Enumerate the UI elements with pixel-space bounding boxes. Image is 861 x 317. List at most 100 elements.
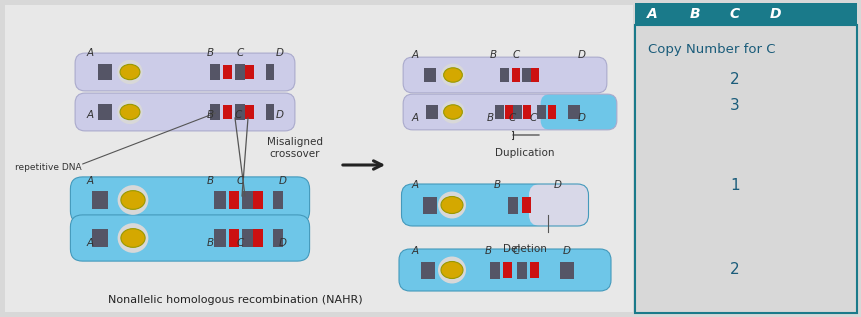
Ellipse shape (441, 197, 462, 214)
Bar (517, 262, 526, 279)
Text: Misaligned
crossover: Misaligned crossover (267, 137, 323, 159)
Ellipse shape (441, 262, 462, 279)
Bar (425, 105, 437, 119)
Bar (92, 191, 108, 209)
Text: D: D (578, 113, 585, 123)
Text: repetitive DNA: repetitive DNA (15, 164, 82, 172)
Text: 3: 3 (729, 98, 739, 113)
Bar (229, 229, 238, 247)
Text: Deletion: Deletion (503, 244, 546, 254)
Text: B: B (486, 113, 493, 123)
Text: D: D (578, 50, 585, 60)
Text: A: A (86, 238, 94, 248)
Bar (505, 105, 512, 119)
Bar (424, 68, 436, 82)
Bar (229, 191, 238, 209)
Text: A: A (411, 50, 418, 60)
Text: D: D (554, 180, 561, 190)
Text: 2: 2 (729, 262, 739, 277)
Text: B: B (206, 176, 214, 186)
Bar (98, 104, 112, 120)
Text: A: A (86, 110, 94, 120)
Text: B: B (206, 48, 214, 58)
Text: A: A (411, 246, 418, 256)
Text: Nonallelic homologous recombination (NAHR): Nonallelic homologous recombination (NAH… (108, 295, 362, 305)
Text: C: C (511, 246, 519, 256)
Bar (235, 64, 245, 80)
Bar (522, 68, 531, 82)
Bar (513, 105, 522, 119)
Bar (511, 68, 519, 82)
Text: D: D (276, 48, 283, 58)
Text: A: A (411, 113, 418, 123)
Bar (245, 65, 254, 79)
FancyBboxPatch shape (403, 57, 606, 93)
FancyBboxPatch shape (75, 93, 294, 131)
Text: B: B (489, 50, 496, 60)
Bar (92, 229, 108, 247)
FancyBboxPatch shape (540, 94, 616, 130)
Ellipse shape (120, 104, 139, 120)
Bar (560, 262, 573, 279)
Text: B: B (206, 110, 214, 120)
Text: 2: 2 (729, 73, 739, 87)
Bar (253, 191, 263, 209)
Bar (235, 104, 245, 120)
Bar (242, 229, 254, 247)
Text: C: C (508, 113, 515, 123)
Ellipse shape (121, 191, 145, 209)
Bar (210, 64, 220, 80)
Text: A: A (646, 7, 657, 21)
Bar (253, 229, 263, 247)
Bar (273, 191, 282, 209)
Bar (635, 25, 856, 313)
Text: C: C (529, 113, 536, 123)
Bar (503, 262, 512, 278)
Bar (537, 105, 546, 119)
Bar (273, 229, 282, 247)
Bar (489, 262, 499, 279)
FancyBboxPatch shape (399, 249, 610, 291)
Text: D: D (279, 238, 287, 248)
Bar (530, 262, 539, 278)
Text: Duplication: Duplication (495, 148, 554, 158)
Bar (420, 262, 435, 279)
Text: D: D (276, 110, 283, 120)
Ellipse shape (437, 191, 466, 218)
Text: A: A (411, 180, 418, 190)
Bar (242, 191, 254, 209)
Ellipse shape (121, 229, 145, 247)
Ellipse shape (443, 68, 461, 82)
Text: D: D (562, 246, 570, 256)
Text: A: A (86, 48, 94, 58)
Ellipse shape (120, 64, 139, 80)
Text: B: B (206, 238, 214, 248)
Bar (223, 65, 232, 79)
FancyBboxPatch shape (529, 184, 588, 226)
Bar (266, 104, 274, 120)
Text: C: C (729, 7, 740, 21)
FancyBboxPatch shape (71, 215, 309, 261)
Bar (245, 105, 254, 120)
Text: C: C (236, 238, 244, 248)
Text: B: B (484, 246, 491, 256)
Ellipse shape (117, 185, 148, 215)
Bar (635, 3, 856, 25)
Text: C: C (234, 110, 241, 120)
Text: B: B (689, 7, 699, 21)
Bar (210, 104, 220, 120)
Bar (98, 64, 112, 80)
Bar (266, 64, 274, 80)
Bar (548, 105, 555, 119)
Bar (495, 105, 504, 119)
Text: D: D (768, 7, 780, 21)
Bar (214, 229, 226, 247)
Ellipse shape (441, 100, 464, 124)
Bar (567, 105, 579, 119)
Ellipse shape (117, 100, 142, 124)
Text: C: C (236, 48, 244, 58)
FancyBboxPatch shape (403, 94, 559, 130)
Bar (507, 197, 517, 214)
Bar (223, 105, 232, 120)
Ellipse shape (441, 63, 464, 87)
